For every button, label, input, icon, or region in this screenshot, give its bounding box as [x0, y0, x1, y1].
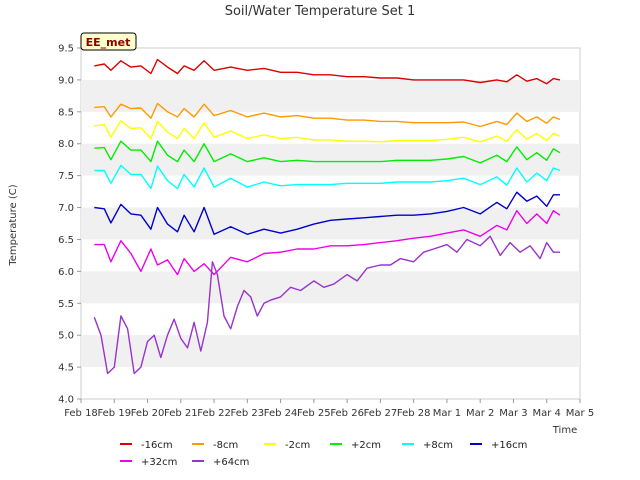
station-badge: EE_met [80, 32, 137, 51]
y-tick-label: 7.5 [58, 171, 74, 182]
x-tick-label: Feb 22 [197, 408, 231, 419]
x-tick-label: Feb 26 [330, 408, 364, 419]
badge-label: EE_met [86, 36, 131, 49]
x-tick-label: Feb 20 [131, 408, 165, 419]
y-axis-label: Temperature (C) [8, 184, 19, 266]
series-line-8cm [94, 102, 561, 128]
legend-label: +16cm [491, 440, 527, 451]
y-tick-label: 9.5 [58, 44, 74, 55]
grid-band [81, 271, 580, 304]
y-tick-label: 6.0 [58, 267, 74, 278]
y-tick-label: 5.0 [58, 331, 74, 342]
legend-label: +2cm [351, 440, 381, 451]
badge-box [80, 32, 137, 51]
legend-label: -8cm [213, 440, 238, 451]
legend-label: +32cm [141, 457, 177, 468]
y-tick-label: 8.5 [58, 107, 74, 118]
x-tick-label: Feb 23 [231, 408, 265, 419]
grid-band [81, 79, 580, 112]
legend-label: +8cm [423, 440, 453, 451]
grid-band [81, 207, 580, 240]
legend-label: +64cm [213, 457, 249, 468]
x-tick-label: Mar 2 [466, 408, 494, 419]
x-tick-label: Feb 18 [64, 408, 98, 419]
x-tick-label: Feb 19 [97, 408, 131, 419]
x-axis-ticks: Feb 18 Feb 19 Feb 20 Feb 21 Feb 22 Feb 23 Feb … [64, 399, 594, 419]
x-tick-label: Feb 24 [264, 408, 298, 419]
legend: -16cm -8cm -2cm +2cm +8cm +16cm +32cm +64cm [120, 440, 527, 468]
y-tick-label: 4.5 [58, 363, 74, 374]
y-axis-ticks: 4.0 4.5 5.0 5.5 6.0 6.5 7.0 7.5 8.0 8.5 9.0 9.5 [58, 44, 81, 406]
legend-label: -16cm [141, 440, 173, 451]
x-tick-label: Feb 28 [397, 408, 431, 419]
series-line-16cm [94, 191, 560, 236]
series-line-2cm [94, 120, 561, 143]
y-tick-label: 5.5 [58, 299, 74, 310]
y-tick-label: 4.0 [58, 395, 74, 406]
x-tick-label: Mar 1 [433, 408, 461, 419]
chart-title: Soil/Water Temperature Set 1 [225, 4, 416, 19]
series-line-2cm [94, 140, 561, 164]
plot-background [80, 47, 581, 400]
x-tick-label: Feb 27 [364, 408, 398, 419]
y-tick-label: 8.0 [58, 139, 74, 150]
series-line-8cm [94, 164, 561, 190]
x-tick-label: Mar 3 [499, 408, 527, 419]
x-axis-label: Time [552, 425, 577, 436]
grid-band [81, 143, 580, 176]
legend-label: -2cm [285, 440, 310, 451]
x-tick-label: Mar 5 [566, 408, 594, 419]
y-tick-label: 9.0 [58, 75, 74, 86]
series-lines [93, 58, 561, 375]
series-line-32cm [94, 209, 561, 276]
x-tick-label: Feb 25 [297, 408, 331, 419]
y-tick-label: 6.5 [58, 235, 74, 246]
x-tick-label: Mar 4 [533, 408, 561, 419]
grid-band [81, 335, 580, 368]
x-tick-label: Feb 21 [164, 408, 198, 419]
series-line-16cm [94, 58, 561, 85]
series-line-64cm [93, 235, 560, 375]
y-tick-label: 7.0 [58, 203, 74, 214]
